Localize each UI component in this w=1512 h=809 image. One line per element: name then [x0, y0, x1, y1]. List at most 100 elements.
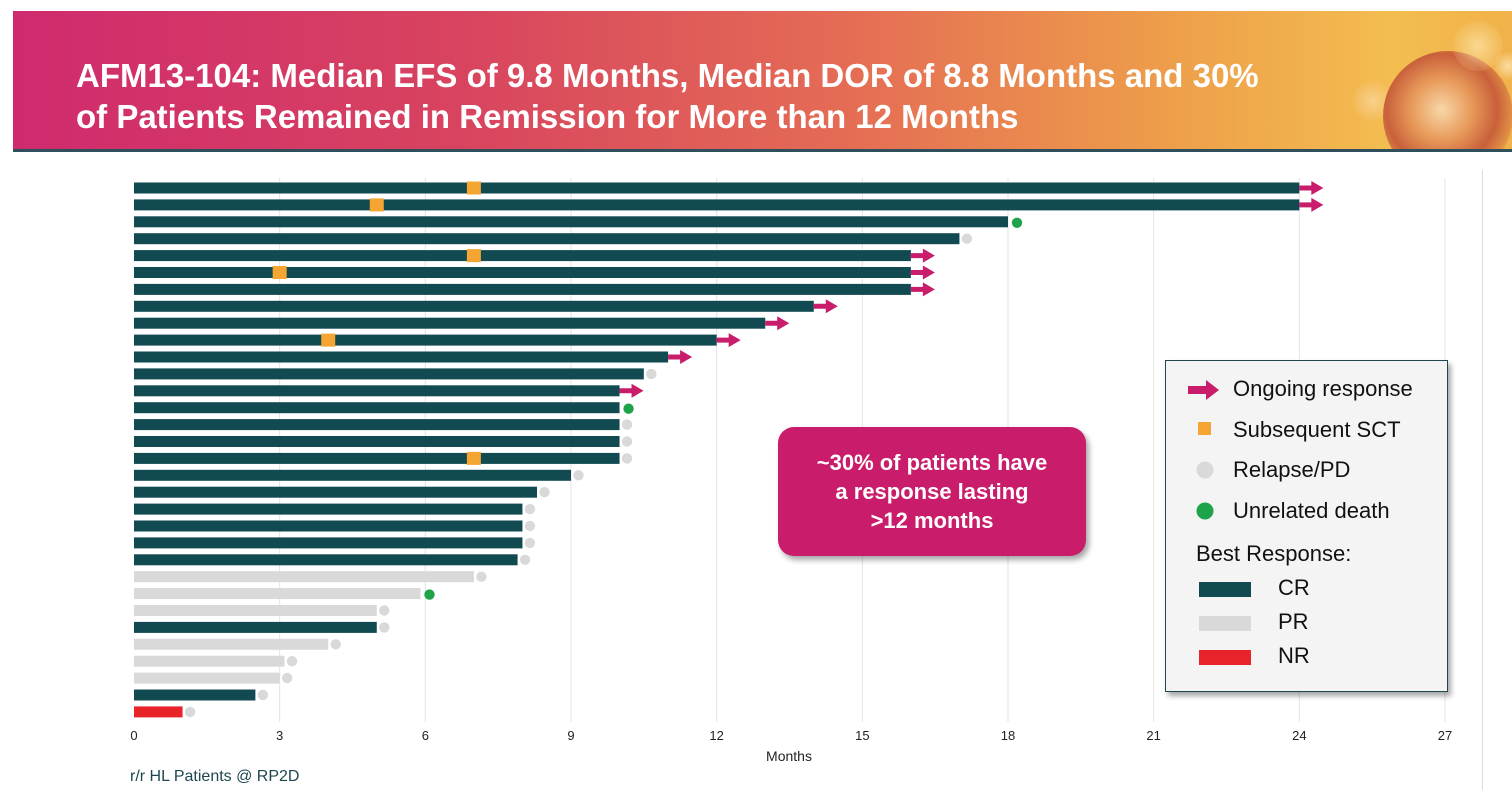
patient-bar [134, 351, 669, 363]
title-banner [13, 11, 1512, 151]
cr-swatch [1199, 582, 1251, 597]
relapse-marker [379, 622, 390, 633]
patient-bar [134, 436, 620, 447]
x-tick-label: 18 [1001, 728, 1015, 743]
death-marker [1011, 217, 1023, 228]
patient-bar [134, 317, 766, 329]
banner-divider [13, 149, 1512, 152]
pr-swatch [1199, 616, 1251, 631]
ongoing-arrow [910, 282, 935, 297]
patient-bar [134, 233, 960, 245]
slide-title-line-2: of Patients Remained in Remission for Mo… [76, 98, 1019, 135]
callout-line: >12 months [870, 508, 994, 533]
chart-legend: Ongoing response Subsequent SCT Relapse/… [1165, 360, 1448, 692]
relapse-marker [281, 672, 293, 684]
legend-label: Ongoing response [1233, 376, 1413, 401]
virus-decoration [1493, 51, 1512, 81]
arrow-right-icon [1188, 380, 1219, 400]
relapse-marker [646, 368, 657, 380]
sct-marker [466, 249, 481, 263]
patient-bar [134, 520, 523, 532]
legend-item-death: Unrelated death [1166, 497, 1447, 527]
x-tick-label: 12 [709, 728, 723, 743]
patient-bar [134, 554, 518, 566]
death-marker [424, 589, 435, 600]
patient-bar [134, 638, 329, 650]
sct-marker [321, 333, 336, 347]
patient-bar [134, 706, 183, 718]
relapse-marker [621, 453, 633, 464]
legend-item-ongoing: Ongoing response [1166, 375, 1447, 405]
patient-bar [134, 689, 256, 701]
sct-marker [466, 181, 481, 195]
patient-bar [134, 503, 523, 515]
x-tick-label: 15 [855, 728, 869, 743]
callout-line: a response lasting [835, 479, 1029, 504]
patient-bar [134, 250, 911, 262]
patient-bar [134, 419, 620, 431]
best-response-title: Best Response: [1196, 541, 1352, 566]
circle-icon [1196, 461, 1214, 479]
sct-marker [369, 198, 384, 212]
patient-bar [134, 402, 620, 414]
ongoing-arrow [910, 265, 935, 280]
legend-label: CR [1278, 575, 1310, 600]
relapse-marker [539, 487, 550, 498]
ongoing-arrow [668, 350, 693, 364]
slide-title-line-1: AFM13-104: Median EFS of 9.8 Months, Med… [76, 57, 1259, 94]
relapse-marker [330, 639, 341, 650]
ongoing-arrow [716, 333, 741, 348]
death-marker [623, 403, 634, 414]
x-tick-label: 6 [422, 728, 429, 743]
ongoing-arrow [910, 248, 935, 263]
relapse-marker [286, 656, 298, 667]
legend-item-pr: PR [1166, 608, 1447, 638]
legend-item-sct: Subsequent SCT [1166, 416, 1447, 446]
legend-label: PR [1278, 609, 1309, 634]
legend-item-relapse: Relapse/PD [1166, 456, 1447, 486]
circle-icon [1196, 502, 1214, 520]
patient-bar [134, 452, 620, 464]
patient-bar [134, 334, 717, 346]
patient-bar [134, 672, 280, 684]
sct-marker [272, 266, 287, 279]
relapse-marker [621, 419, 633, 430]
relapse-marker [379, 605, 390, 616]
x-tick-label: 0 [130, 728, 137, 743]
x-tick-label: 9 [567, 728, 574, 743]
patient-bar [134, 182, 1300, 194]
relapse-marker [257, 689, 269, 701]
patient-bar [134, 199, 1300, 211]
square-icon [1198, 422, 1211, 435]
slide-edge-line [1482, 170, 1483, 790]
ongoing-arrow [1299, 181, 1324, 195]
patient-bar [134, 605, 377, 616]
ongoing-arrow [619, 383, 644, 398]
patient-bar [134, 571, 474, 583]
x-tick-label: 3 [276, 728, 283, 743]
legend-label: Unrelated death [1233, 498, 1390, 523]
legend-item-cr: CR [1166, 574, 1447, 604]
patient-bar [134, 621, 377, 633]
patient-bar [134, 267, 911, 278]
x-tick-label: 27 [1438, 728, 1452, 743]
legend-label: Relapse/PD [1233, 457, 1351, 482]
relapse-marker [961, 233, 973, 244]
slide-title: AFM13-104: Median EFS of 9.8 Months, Med… [76, 55, 1376, 137]
relapse-marker [524, 503, 536, 515]
patient-bar [134, 300, 814, 312]
patient-bar [134, 486, 538, 498]
relapse-marker [621, 436, 633, 447]
sct-marker [466, 451, 481, 465]
patient-bar [134, 216, 1008, 228]
nr-swatch [1199, 650, 1251, 665]
ongoing-arrow [765, 316, 790, 331]
x-tick-label: 21 [1146, 728, 1160, 743]
relapse-marker [184, 706, 196, 718]
relapse-marker [573, 470, 584, 481]
callout-box: ~30% of patients have a response lasting… [778, 427, 1086, 556]
legend-label: Subsequent SCT [1233, 417, 1401, 442]
relapse-marker [524, 537, 536, 549]
legend-item-nr: NR [1166, 642, 1447, 672]
